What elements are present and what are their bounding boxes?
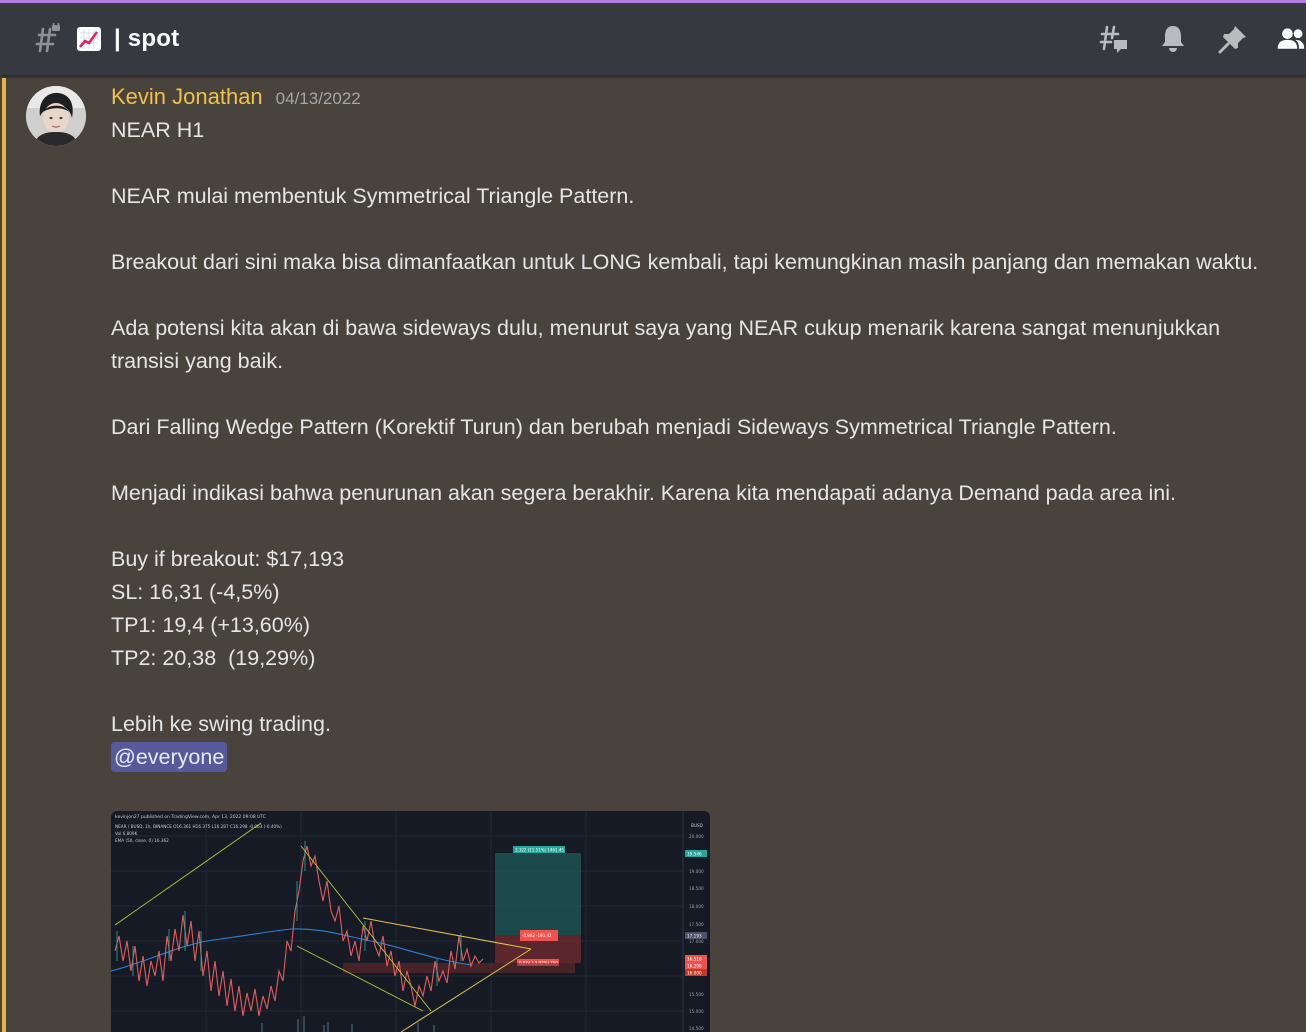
price-tick: 15.500	[689, 992, 704, 997]
window-accent-bar	[0, 0, 1306, 3]
trend-line	[114, 822, 262, 926]
take-profit-zone	[495, 853, 581, 935]
chart-currency: BUSD	[691, 823, 703, 828]
channel-name: spot	[127, 25, 180, 52]
message-line: SL: 16,31 (-4,5%)	[111, 580, 280, 604]
members-icon[interactable]	[1276, 22, 1306, 56]
channel-header: | spot	[0, 3, 1306, 75]
falling-wedge-upper	[300, 845, 432, 1012]
chart-volume-line: Vol 6.809K	[115, 831, 138, 836]
price-tick: 19.000	[689, 869, 704, 874]
message-line: Dari Falling Wedge Pattern (Korektif Tur…	[111, 415, 1117, 439]
locked-channel-hash-icon	[30, 23, 62, 55]
price-badge: 16.298	[687, 964, 702, 969]
price-tick: 18.500	[689, 886, 704, 891]
mention-highlight-bar	[2, 78, 6, 1032]
message-line: NEAR mulai membentuk Symmetrical Triangl…	[111, 184, 635, 208]
price-tick: 20.000	[689, 834, 704, 839]
message-author[interactable]: Kevin Jonathan	[111, 84, 263, 109]
channel-prefix: |	[114, 25, 121, 52]
price-tick: 14.500	[689, 1026, 704, 1031]
pin-icon[interactable]	[1216, 22, 1250, 56]
tp-label: 3.322 (11.51%) 1461.45	[515, 848, 564, 853]
falling-wedge-lower	[296, 945, 424, 1012]
price-badge: 16.000	[687, 971, 702, 976]
triangle-upper	[362, 917, 532, 950]
ema-line	[111, 928, 472, 972]
message-content: NEAR H1 NEAR mulai membentuk Symmetrical…	[111, 114, 1261, 774]
chart-publisher-line: kevinjon27 published on TradingView.com,…	[115, 814, 266, 820]
bell-icon[interactable]	[1156, 22, 1190, 56]
chart-increasing-emoji-icon	[76, 26, 102, 52]
message-line: TP1: 19,4 (+13,60%)	[111, 613, 310, 637]
message-line: Breakout dari sini maka bisa dimanfaatka…	[111, 250, 1259, 274]
entry-label: -0.902 -191.42	[522, 933, 552, 938]
price-tick: 15.000	[689, 1009, 704, 1014]
message-list: Kevin Jonathan 04/13/2022 NEAR H1 NEAR m…	[0, 78, 1306, 1032]
price-badge: 19.546	[687, 852, 702, 857]
channel-title: | spot	[114, 25, 179, 53]
message-line: NEAR H1	[111, 118, 205, 142]
chart-symbol-line: NEAR / BUSD, 1h, BINANCE O16.361 H16.375…	[115, 824, 282, 829]
message-line: TP2: 20,38 (19,29%)	[111, 646, 316, 670]
everyone-mention[interactable]: @everyone	[111, 742, 228, 772]
threads-icon[interactable]	[1096, 22, 1130, 56]
demand-zone	[343, 963, 575, 973]
price-badge: 17.193	[687, 934, 702, 939]
avatar[interactable]	[26, 86, 86, 146]
price-candles	[114, 845, 484, 1017]
message-header: Kevin Jonathan 04/13/2022	[111, 84, 361, 110]
price-tick: 17.000	[689, 939, 704, 944]
message-line: Lebih ke swing trading.	[111, 712, 331, 736]
price-tick: 18.000	[689, 904, 704, 909]
price-badge: 16.518	[687, 957, 702, 962]
message-line: Menjadi indikasi bahwa penurunan akan se…	[111, 481, 1176, 505]
chart-image-attachment[interactable]: kevinjon27 published on TradingView.com,…	[111, 811, 710, 1032]
price-tick: 17.500	[689, 922, 704, 927]
triangle-lower	[400, 948, 532, 1032]
message-line: Ada potensi kita akan di bawa sideways d…	[111, 316, 1221, 373]
message-line: Buy if breakout: $17,193	[111, 547, 345, 571]
message-timestamp[interactable]: 04/13/2022	[275, 89, 361, 108]
chart-ema-line: EMA (50, close, 0) 16.362	[115, 838, 169, 843]
